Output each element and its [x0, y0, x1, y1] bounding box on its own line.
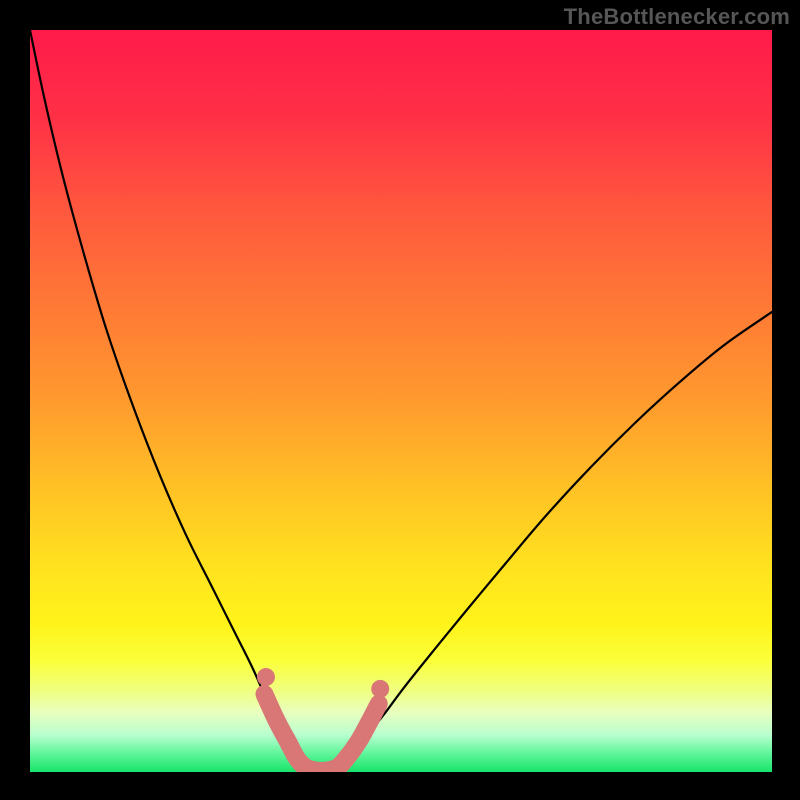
bottleneck-highlight-dab-0	[257, 668, 275, 686]
plot-area	[30, 30, 772, 772]
gradient-background	[30, 30, 772, 772]
bottleneck-highlight-dab-1	[371, 680, 389, 698]
watermark-text: TheBottlenecker.com	[564, 4, 790, 30]
plot-svg	[30, 30, 772, 772]
chart-frame: TheBottlenecker.com	[0, 0, 800, 800]
